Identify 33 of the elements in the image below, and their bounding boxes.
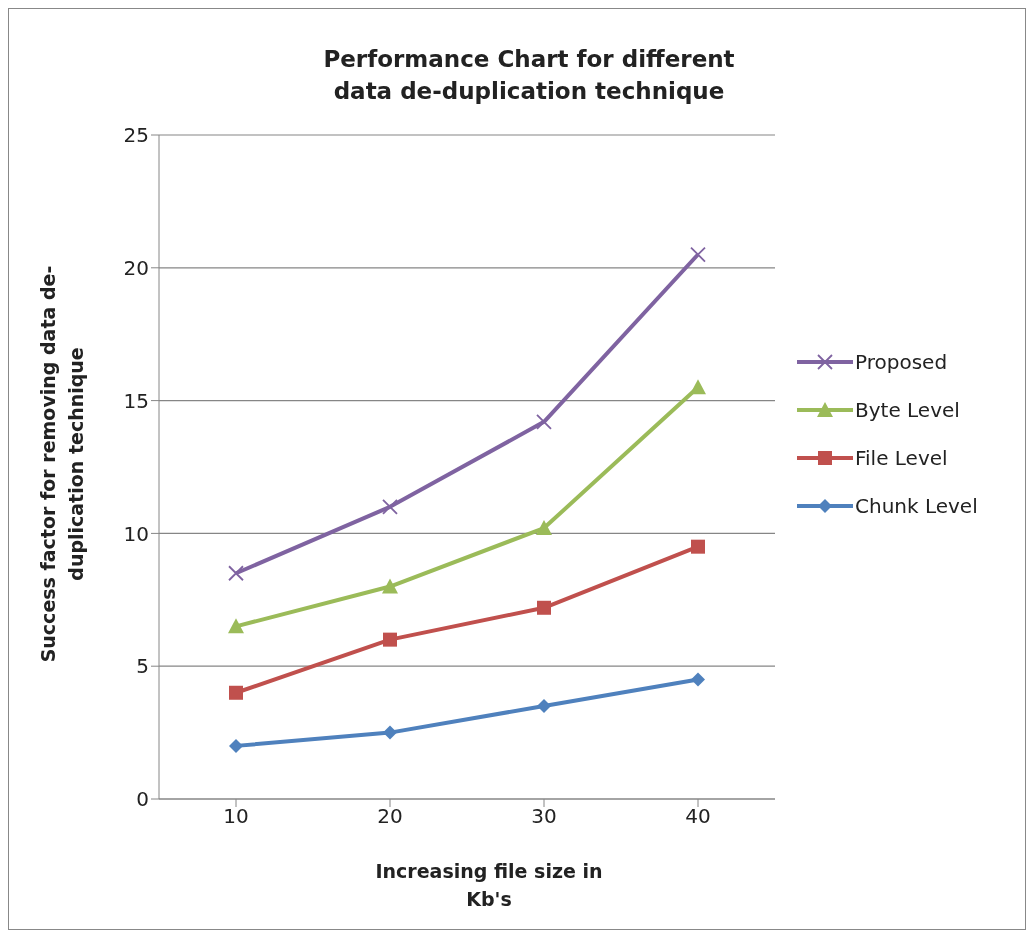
point — [383, 632, 397, 647]
y-axis-title: Success factor for removing data de-duplication technique — [36, 264, 88, 665]
x-tick-label: 40 — [685, 804, 711, 829]
point — [537, 600, 551, 615]
y-tick-label: 10 — [123, 521, 149, 546]
point — [690, 246, 706, 263]
x-tick-label: 20 — [377, 804, 403, 829]
point — [691, 539, 705, 554]
point — [228, 565, 244, 582]
y-tick-label: 25 — [123, 123, 149, 148]
point — [229, 685, 243, 700]
point — [537, 699, 551, 714]
point — [382, 498, 398, 515]
point — [383, 725, 397, 740]
y-tick-label: 15 — [123, 388, 149, 413]
point — [382, 578, 398, 594]
legend-label: Byte Level — [855, 398, 960, 422]
point — [536, 520, 552, 536]
legend-label: File Level — [855, 446, 948, 470]
point — [690, 379, 706, 395]
x-tick-label: 30 — [531, 804, 557, 829]
point — [691, 672, 705, 687]
chart-title: Performance Chart for different data de-duplication technique — [322, 45, 736, 106]
point — [228, 618, 244, 634]
y-tick-label: 20 — [123, 255, 149, 280]
x-axis-title: Increasing file size in Kb's — [374, 859, 604, 912]
point — [229, 738, 243, 753]
x-tick-label: 10 — [223, 804, 249, 829]
legend-label: Proposed — [855, 350, 948, 374]
legend-label: Chunk Level — [855, 494, 978, 518]
y-tick-label: 0 — [136, 787, 149, 812]
y-tick-label: 5 — [136, 654, 149, 679]
point — [536, 413, 552, 430]
